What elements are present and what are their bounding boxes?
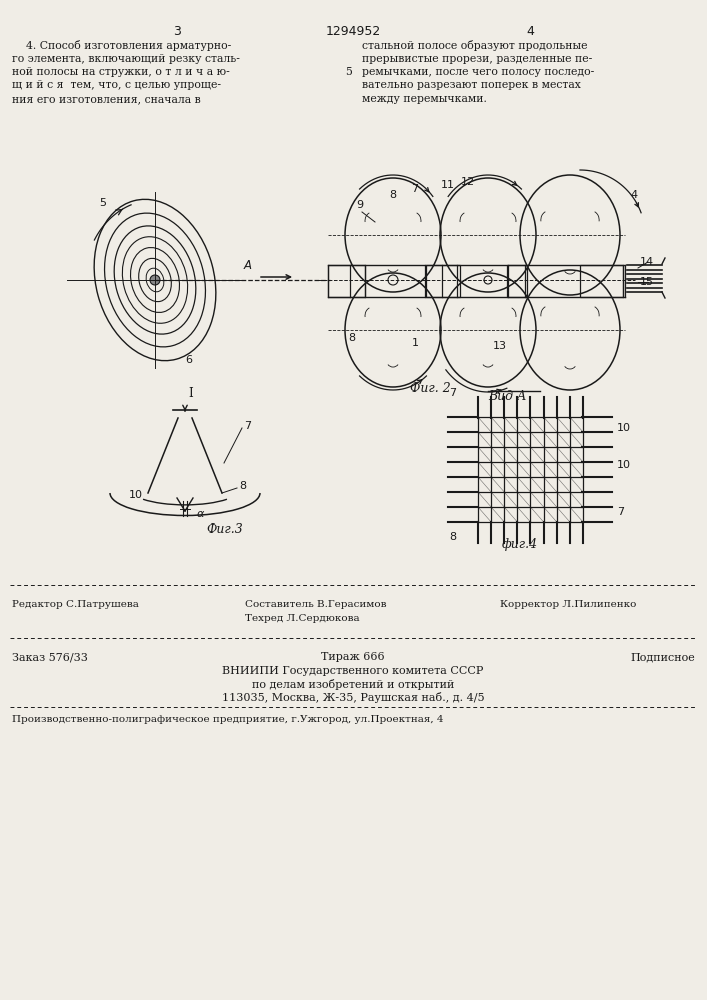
Text: 8: 8 xyxy=(239,481,246,491)
Text: Фиг.3: Фиг.3 xyxy=(206,523,243,536)
Text: 12: 12 xyxy=(461,177,475,187)
Bar xyxy=(580,265,623,297)
Bar xyxy=(507,265,527,297)
Text: А: А xyxy=(244,259,252,272)
Text: 4: 4 xyxy=(630,190,637,200)
Text: 1294952: 1294952 xyxy=(325,25,380,38)
Text: фиг.4: фиг.4 xyxy=(502,538,538,551)
Text: вательно разрезают поперек в местах: вательно разрезают поперек в местах xyxy=(362,81,581,91)
Text: 7: 7 xyxy=(411,184,419,194)
Text: Производственно-полиграфическое предприятие, г.Ужгород, ул.Проектная, 4: Производственно-полиграфическое предприя… xyxy=(12,715,443,724)
Text: 7: 7 xyxy=(244,421,251,431)
Text: I: I xyxy=(188,387,193,400)
Text: между перемычками.: между перемычками. xyxy=(362,94,487,104)
Text: 8: 8 xyxy=(450,532,457,542)
Text: 5: 5 xyxy=(345,67,352,77)
Text: 3: 3 xyxy=(173,25,181,38)
Text: щ и й с я  тем, что, с целью упроще-: щ и й с я тем, что, с целью упроще- xyxy=(12,81,221,91)
Text: ной полосы на стружки, о т л и ч а ю-: ной полосы на стружки, о т л и ч а ю- xyxy=(12,67,230,77)
Text: Техред Л.Сердюкова: Техред Л.Сердюкова xyxy=(245,614,360,623)
Text: 8: 8 xyxy=(390,190,397,200)
Text: Фиг. 2: Фиг. 2 xyxy=(409,382,450,395)
Text: стальной полосе образуют продольные: стальной полосе образуют продольные xyxy=(362,40,588,51)
Text: Тираж 666: Тираж 666 xyxy=(321,652,385,662)
Text: прерывистые прорези, разделенные пе-: прерывистые прорези, разделенные пе- xyxy=(362,53,592,64)
Text: Редактор С.Патрушева: Редактор С.Патрушева xyxy=(12,600,139,609)
Ellipse shape xyxy=(150,275,160,285)
Text: ВНИИПИ Государственного комитета СССР: ВНИИПИ Государственного комитета СССР xyxy=(222,666,484,676)
Text: по делам изобретений и открытий: по делам изобретений и открытий xyxy=(252,679,454,690)
Text: 113035, Москва, Ж-35, Раушская наб., д. 4/5: 113035, Москва, Ж-35, Раушская наб., д. … xyxy=(222,692,484,703)
Text: 4: 4 xyxy=(526,25,534,38)
Text: 10: 10 xyxy=(617,423,631,433)
Text: 10: 10 xyxy=(617,460,631,470)
Text: 9: 9 xyxy=(356,200,363,210)
Bar xyxy=(328,265,365,297)
Text: 7: 7 xyxy=(617,507,624,517)
Text: 14: 14 xyxy=(640,257,654,267)
Text: Составитель В.Герасимов: Составитель В.Герасимов xyxy=(245,600,387,609)
Text: 5: 5 xyxy=(100,198,107,208)
Text: Корректор Л.Пилипенко: Корректор Л.Пилипенко xyxy=(500,600,636,609)
Text: ремычками, после чего полосу последо-: ремычками, после чего полосу последо- xyxy=(362,67,595,77)
Text: Вид А: Вид А xyxy=(488,390,527,403)
Text: 11: 11 xyxy=(441,180,455,190)
Text: Подписное: Подписное xyxy=(630,652,695,662)
Text: 1: 1 xyxy=(411,338,419,348)
Text: Заказ 576/33: Заказ 576/33 xyxy=(12,652,88,662)
Text: 10: 10 xyxy=(129,490,143,500)
Text: 4. Способ изготовления арматурно-: 4. Способ изготовления арматурно- xyxy=(12,40,231,51)
Text: 13: 13 xyxy=(493,341,507,351)
Text: го элемента, включающий резку сталь-: го элемента, включающий резку сталь- xyxy=(12,53,240,64)
Text: 7: 7 xyxy=(450,388,457,398)
Text: 15: 15 xyxy=(640,277,654,287)
Text: α: α xyxy=(197,509,204,519)
Text: 6: 6 xyxy=(185,355,192,365)
Text: ния его изготовления, сначала в: ния его изготовления, сначала в xyxy=(12,94,201,104)
Bar xyxy=(426,265,460,297)
Text: 8: 8 xyxy=(349,333,356,343)
